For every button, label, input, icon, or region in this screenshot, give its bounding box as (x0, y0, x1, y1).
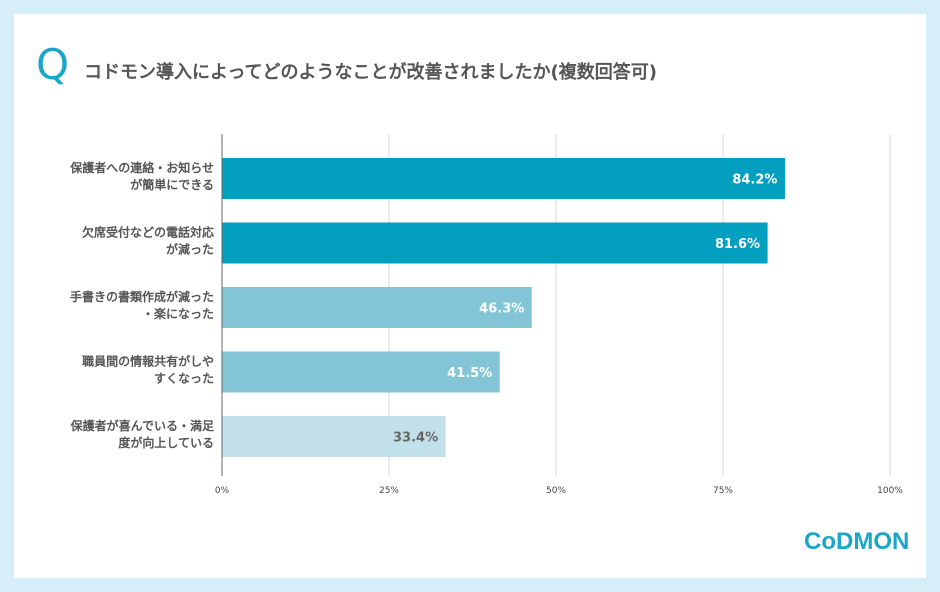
bar (222, 158, 785, 199)
category-label: 手書きの書類作成が減った (70, 289, 214, 304)
category-label: 職員間の情報共有がしや (82, 354, 214, 369)
chart-card: Q コドモン導入によってどのようなことが改善されましたか(複数回答可) 0% 25… (14, 14, 926, 578)
category-label: 度が向上している (118, 435, 214, 450)
category-label: 保護者が喜んでいる・満足 (70, 418, 214, 433)
chart-title: コドモン導入によってどのようなことが改善されましたか(複数回答可) (84, 62, 658, 83)
category-label: すくなった (154, 372, 214, 386)
bar-value-label: 41.5% (447, 366, 492, 381)
bar-value-label: 84.2% (732, 173, 777, 188)
bar (222, 351, 500, 393)
category-label: ・楽になった (142, 306, 214, 321)
category-label: が減った (166, 242, 214, 257)
bar-value-label: 46.3% (479, 302, 524, 317)
category-label: 欠席受付などの電話対応 (82, 225, 214, 240)
x-tick-label: 25% (379, 486, 399, 496)
bar (222, 287, 532, 328)
bar (222, 416, 446, 457)
x-tick-label: 100% (877, 486, 903, 496)
x-tick-label: 75% (713, 486, 733, 496)
codmon-logo: CoDMON (804, 528, 910, 555)
bar-value-label: 33.4% (393, 431, 438, 446)
category-label: 保護者への連絡・お知らせ (69, 160, 214, 175)
x-tick-label: 50% (546, 486, 566, 496)
x-tick-label: 0% (215, 486, 230, 496)
bar-value-label: 81.6% (715, 237, 760, 252)
bar (222, 222, 768, 264)
category-label: が簡単にできる (130, 177, 214, 192)
question-mark-letter: Q (36, 40, 70, 89)
